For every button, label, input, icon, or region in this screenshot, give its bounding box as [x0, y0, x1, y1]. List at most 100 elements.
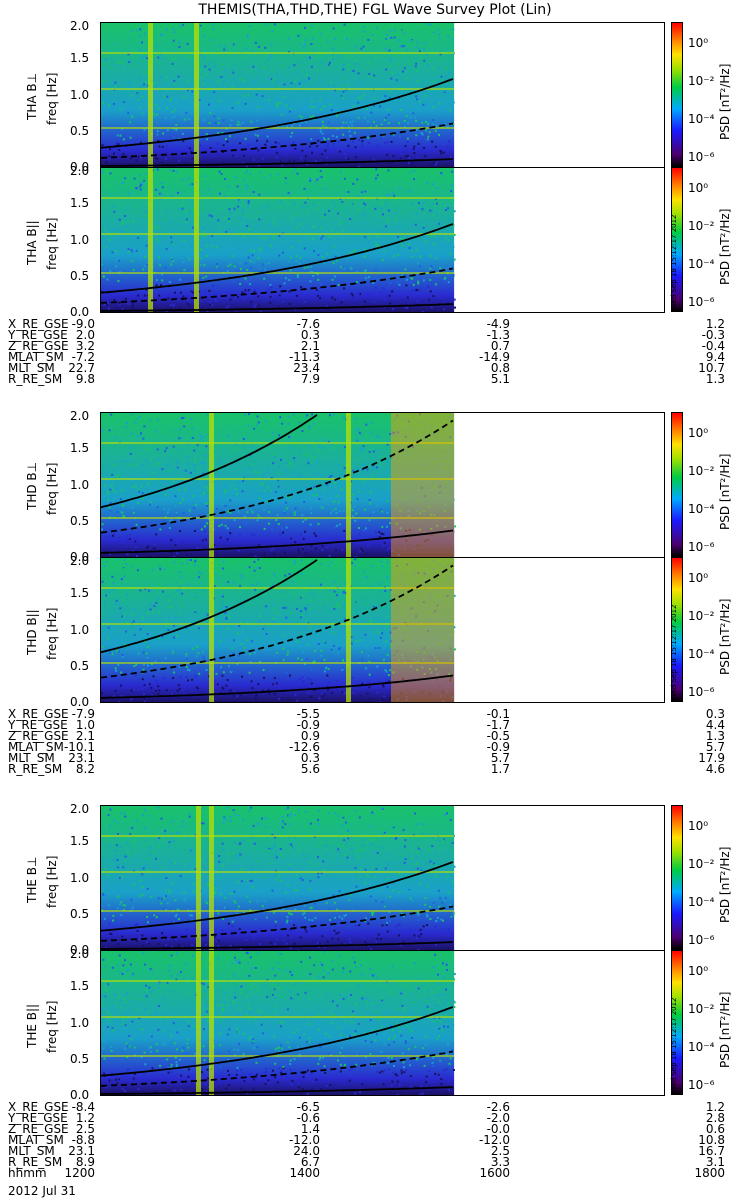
spectrogram-pixel	[370, 111, 373, 114]
spectrogram-pixel	[280, 880, 283, 883]
spectrogram-pixel	[269, 295, 272, 298]
spectrogram-pixel	[422, 103, 425, 106]
spectrogram-pixel	[399, 527, 402, 530]
y-tick-label: 0.5	[70, 123, 90, 138]
spectrogram-pixel	[114, 63, 117, 66]
spectrogram-pixel	[332, 47, 335, 50]
spectrogram-pixel	[150, 686, 153, 689]
spectrogram-pixel	[246, 476, 249, 479]
spectrogram-pixel	[345, 111, 348, 114]
spectrogram-pixel	[163, 508, 166, 511]
spectrogram-pixel	[288, 538, 291, 541]
spectrogram-pixel	[436, 920, 439, 923]
spectrogram-pixel	[350, 483, 353, 485]
spectrogram-pixel	[411, 250, 414, 253]
spectrogram-pixel	[190, 848, 193, 851]
spectrogram-pixel	[178, 41, 181, 44]
spectrogram-pixel	[454, 525, 457, 528]
spectrogram-pixel	[334, 877, 337, 880]
spectrogram-pixel	[252, 620, 255, 623]
spectrogram-pixel	[301, 651, 304, 654]
spectrogram-pixel	[382, 544, 385, 547]
spectrogram-pixel	[393, 608, 396, 611]
spectrogram-pixel	[191, 112, 194, 114]
spectrogram-pixel	[323, 636, 325, 639]
spectrogram-pixel	[254, 470, 257, 473]
spectrogram-pixel	[181, 1049, 184, 1052]
spectrogram-pixel	[102, 894, 105, 897]
spectrogram-pixel	[357, 194, 360, 197]
spectrogram-pixel	[173, 862, 176, 864]
spectrogram-pixel	[105, 162, 108, 165]
spectrogram-pixel	[136, 959, 139, 962]
spectrogram-pixel	[358, 843, 361, 846]
spectrogram-pixel	[102, 806, 104, 809]
spectrogram-pixel	[213, 29, 216, 32]
spectrogram-pixel	[160, 479, 163, 482]
spectrogram-pixel	[273, 417, 276, 420]
spectrogram-pixel	[249, 840, 252, 843]
spectrogram-pixel	[186, 80, 189, 83]
spectrogram-pixel	[227, 581, 230, 583]
spectrogram-pixel	[161, 932, 164, 935]
spectrogram-pixel	[158, 256, 161, 259]
spectrogram-pixel	[108, 429, 111, 432]
spectrogram-pixel	[264, 817, 267, 820]
spectrogram-pixel	[153, 55, 156, 58]
orbit-value: 1.0	[75, 718, 95, 732]
spectrogram-pixel	[192, 226, 195, 229]
spectrogram-pixel	[350, 165, 353, 167]
spectrogram-pixel	[320, 650, 323, 652]
spectrogram-pixel	[156, 418, 159, 421]
spectrogram-pixel	[274, 491, 277, 493]
spectrogram-pixel	[352, 250, 355, 253]
spectrogram-pixel	[291, 131, 294, 134]
spectrogram-pixel	[156, 240, 159, 243]
spectrogram-pixel	[324, 476, 327, 478]
spectrogram-pixel	[288, 279, 291, 281]
spectrogram-pixel	[314, 902, 316, 905]
spectrogram-pixel	[359, 447, 362, 450]
spectrogram-pixel	[318, 473, 321, 475]
spectrogram-pixel	[435, 92, 437, 95]
spectrogram-pixel	[151, 693, 154, 696]
spectrogram-pixel	[369, 491, 372, 494]
spectrogram-pixel	[274, 895, 277, 898]
spectrogram-pixel	[145, 984, 148, 987]
spectrogram-pixel	[431, 653, 434, 655]
spectrogram-pixel	[399, 447, 402, 450]
spectrogram-pixel	[177, 684, 180, 686]
spectrogram-pixel	[318, 445, 321, 448]
spectrogram-pixel	[427, 422, 430, 425]
spectrogram-pixel	[152, 472, 155, 475]
spectrogram-pixel	[416, 544, 419, 547]
spectrogram-pixel	[448, 415, 451, 418]
spectrogram-pixel	[140, 156, 142, 159]
spectrogram-pixel	[111, 534, 114, 537]
spectrogram-pixel	[362, 1094, 365, 1095]
spectrogram-pixel	[340, 220, 343, 223]
spectrogram-pixel	[179, 278, 182, 281]
spectrogram-pixel	[180, 562, 183, 565]
spectrogram-pixel	[398, 62, 400, 65]
spectrogram-pixel	[269, 283, 272, 286]
spectrogram-pixel	[346, 179, 349, 182]
spectrogram-pixel	[179, 893, 182, 896]
spectrogram-pixel	[359, 876, 361, 879]
spectrogram-pixel	[234, 443, 237, 446]
spectrogram-pixel	[232, 585, 234, 588]
spectrogram-pixel	[303, 472, 306, 475]
spectrogram-pixel	[398, 924, 401, 927]
spectrogram-pixel	[101, 691, 104, 694]
spectrogram-pixel	[404, 268, 407, 271]
spectrogram-pixel	[239, 584, 242, 587]
y-tick-label: 0.5	[70, 906, 90, 921]
spectrogram-pixel	[302, 680, 305, 683]
spectrogram-pixel	[333, 606, 336, 609]
spectrogram-pixel	[121, 611, 124, 614]
spectrogram-pixel	[188, 304, 191, 307]
spectrogram-pixel	[379, 967, 382, 970]
spectrogram-pixel	[345, 121, 348, 124]
spectrogram-pixel	[262, 206, 265, 209]
spectrogram-pixel	[202, 227, 205, 230]
